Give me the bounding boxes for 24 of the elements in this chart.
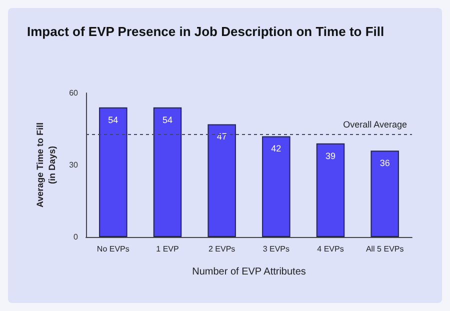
x-tick-label: No EVPs bbox=[96, 244, 130, 254]
y-tick-label: 0 bbox=[74, 232, 79, 242]
bar bbox=[370, 150, 399, 237]
data-label: 39 bbox=[325, 150, 336, 161]
x-axis-title: Number of EVP Attributes bbox=[192, 266, 306, 278]
data-label: 54 bbox=[108, 114, 118, 125]
x-tick-label: 2 EVPs bbox=[208, 244, 236, 254]
y-tick-label: 30 bbox=[69, 160, 79, 170]
ref-line-label: Overall Average bbox=[343, 119, 407, 130]
y-tick-label: 60 bbox=[69, 88, 79, 98]
bar bbox=[208, 124, 236, 237]
x-tick-label: 3 EVPs bbox=[262, 244, 290, 254]
x-tick-label: All 5 EVPs bbox=[366, 244, 404, 254]
bar bbox=[316, 143, 345, 237]
data-label: 42 bbox=[271, 144, 282, 154]
bar bbox=[262, 136, 290, 237]
x-tick-label: 4 EVPs bbox=[317, 244, 344, 254]
bar bbox=[99, 107, 128, 237]
data-label: 36 bbox=[380, 158, 390, 168]
data-label: 54 bbox=[162, 114, 173, 125]
x-tick-label: 1 EVP bbox=[156, 244, 179, 254]
bar bbox=[153, 107, 182, 237]
chart-title: Impact of EVP Presence in Job Description on Time to Fill bbox=[27, 24, 384, 39]
y-axis-title: Average Time to Fill (in Days) bbox=[35, 122, 58, 208]
